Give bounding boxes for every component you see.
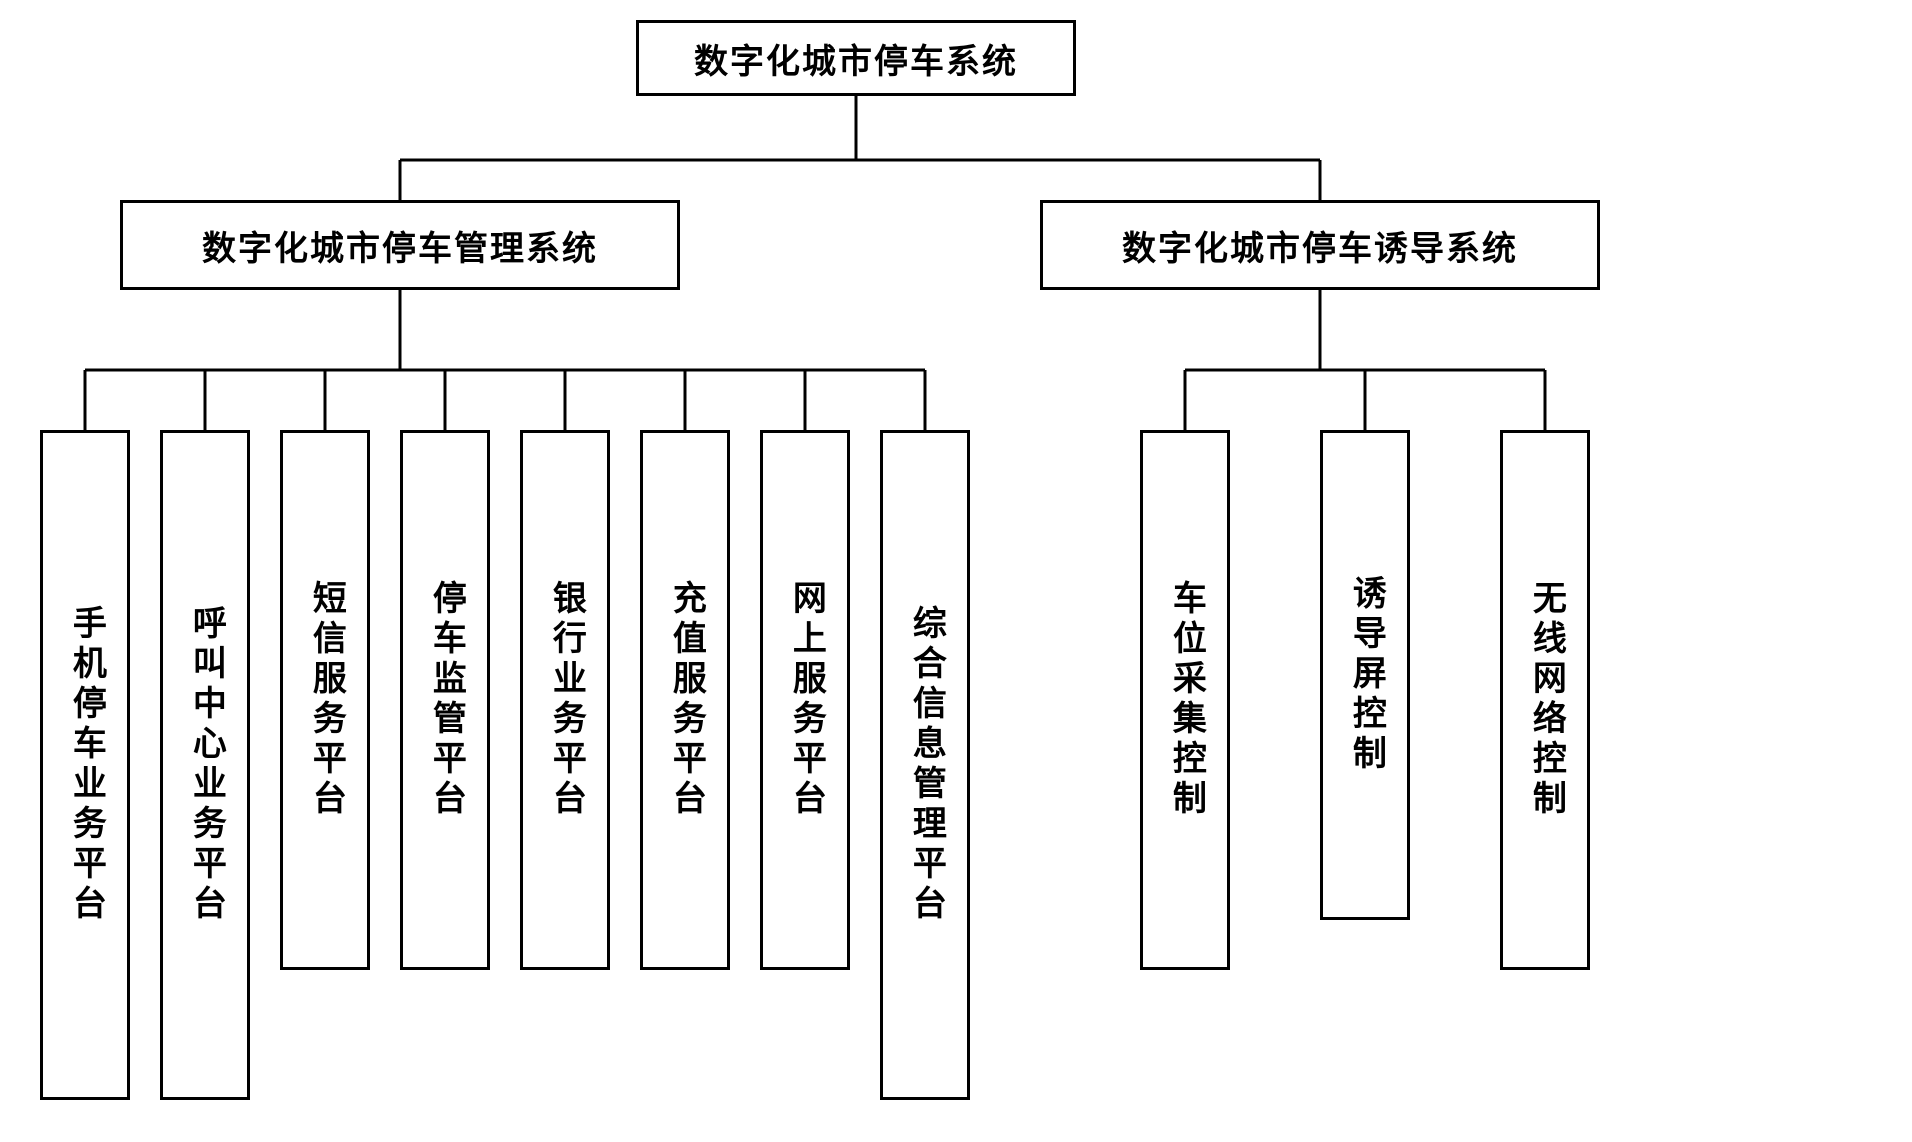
leaf-wireless-network: 无线网络控制 (1500, 430, 1590, 970)
leaf-guidance-screen: 诱导屏控制 (1320, 430, 1410, 920)
leaf-bank-service: 银行业务平台 (520, 430, 610, 970)
leaf-mobile-parking: 手机停车业务平台 (40, 430, 130, 1100)
leaf-call-center: 呼叫中心业务平台 (160, 430, 250, 1100)
leaf-sms-service: 短信服务平台 (280, 430, 370, 970)
leaf-spot-collection: 车位采集控制 (1140, 430, 1230, 970)
tree-branch-management: 数字化城市停车管理系统 (120, 200, 680, 290)
leaf-online-service: 网上服务平台 (760, 430, 850, 970)
leaf-recharge-service: 充值服务平台 (640, 430, 730, 970)
tree-root: 数字化城市停车系统 (636, 20, 1076, 96)
tree-branch-guidance: 数字化城市停车诱导系统 (1040, 200, 1600, 290)
leaf-integrated-info: 综合信息管理平台 (880, 430, 970, 1100)
leaf-parking-supervise: 停车监管平台 (400, 430, 490, 970)
